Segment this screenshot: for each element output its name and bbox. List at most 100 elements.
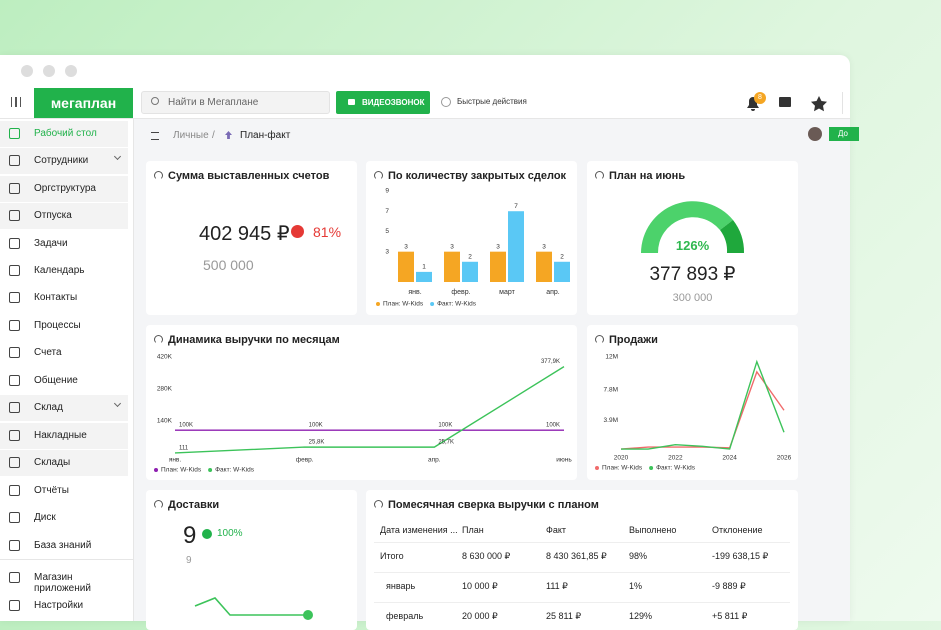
- cell: февраль: [386, 611, 424, 621]
- sidebar-label: Отпуска: [34, 210, 72, 221]
- sidebar-border: [133, 119, 134, 621]
- card-title: Продажи: [609, 334, 658, 346]
- reconciliation-card: Помесячная сверка выручки с планом Дата …: [366, 490, 798, 630]
- sidebar-label: Диск: [34, 512, 56, 523]
- percent: 81%: [313, 224, 342, 240]
- deals-card: По количеству закрытых сделок: [366, 161, 577, 315]
- sidebar-label: Счета: [34, 347, 62, 358]
- breadcrumb[interactable]: Личные: [173, 130, 209, 141]
- sidebar-item[interactable]: Накладные: [0, 423, 128, 449]
- sidebar-item[interactable]: База знаний: [0, 533, 128, 559]
- sidebar-icon: [9, 320, 20, 331]
- sidebar-label: Задачи: [34, 238, 68, 249]
- sidebar-icon: [9, 485, 20, 496]
- chat[interactable]: [779, 97, 791, 107]
- user-button[interactable]: До: [829, 127, 859, 141]
- sidebar-item[interactable]: Склад: [0, 395, 128, 421]
- sidebar-label: Склады: [34, 457, 71, 468]
- sidebar-item[interactable]: Счета: [0, 340, 128, 366]
- divider: [842, 92, 843, 114]
- sidebar-item[interactable]: Общение: [0, 368, 128, 394]
- sidebar-label: Календарь: [34, 265, 85, 276]
- sidebar-item[interactable]: Сотрудники: [0, 148, 128, 174]
- amount: 402 945 ₽: [199, 223, 290, 245]
- cell: 1%: [629, 581, 643, 591]
- avatar[interactable]: [808, 127, 822, 141]
- sidebar-label: База знаний: [34, 540, 92, 551]
- sidebar-icon: [9, 375, 20, 386]
- window-dot: [43, 65, 55, 77]
- card-title: Помесячная сверка выручки с планом: [388, 499, 599, 511]
- card-title: По количеству закрытых сделок: [388, 170, 567, 182]
- cell: январь: [386, 581, 416, 591]
- percent: 100%: [217, 528, 243, 539]
- sidebar-label: Оргструктура: [34, 183, 96, 194]
- sidebar-item[interactable]: Склады: [0, 450, 128, 476]
- breadcrumb-icon: [151, 132, 159, 140]
- sidebar-item[interactable]: Диск: [0, 505, 128, 531]
- card-title: План на июнь: [609, 170, 686, 182]
- cell: 129%: [629, 611, 653, 621]
- cell: 98%: [629, 551, 648, 561]
- sidebar-item[interactable]: Магазин приложений: [0, 565, 128, 594]
- sidebar-item[interactable]: Рабочий стол: [0, 121, 128, 147]
- sidebar-item[interactable]: Процессы: [0, 313, 128, 339]
- sidebar-label: Рабочий стол: [34, 128, 97, 139]
- card-title: Сумма выставленных счетов: [168, 170, 330, 182]
- topbar-border: [0, 118, 850, 119]
- sidebar-icon: [9, 600, 20, 611]
- sidebar-label: Склад: [34, 402, 63, 413]
- search-icon: [151, 97, 159, 105]
- cell: 25 811 ₽: [546, 611, 582, 621]
- sidebar-item[interactable]: Задачи: [0, 231, 128, 257]
- cell: 8 630 000 ₽: [462, 551, 511, 561]
- target: 300 000: [672, 292, 713, 304]
- sidebar-icon: [9, 512, 20, 523]
- video-label: ВИДЕОЗВОНОК: [362, 98, 425, 107]
- window-dot: [21, 65, 33, 77]
- down-icon: [291, 225, 304, 238]
- quick-actions[interactable]: Быстрые действия: [457, 97, 527, 106]
- sidebar-item[interactable]: Отчёты: [0, 478, 128, 504]
- menu-toggle[interactable]: [11, 97, 21, 107]
- sidebar-item[interactable]: Календарь: [0, 258, 128, 284]
- deliveries-card: Доставки 9 100% 9: [146, 490, 357, 630]
- june-card: План на июнь 126% 377 893 ₽ 300 000: [587, 161, 798, 315]
- row-divider: [374, 572, 790, 573]
- gauge-percent: 126%: [675, 238, 710, 253]
- logo[interactable]: мегаплан: [34, 88, 133, 118]
- breadcrumb-current: План-факт: [240, 130, 291, 141]
- video-button[interactable]: ВИДЕОЗВОНОК: [336, 91, 430, 114]
- sidebar-icon: [9, 238, 20, 249]
- sidebar-item[interactable]: Контакты: [0, 285, 128, 311]
- row-divider: [374, 602, 790, 603]
- sidebar-icon: [9, 572, 20, 583]
- video-icon: [348, 99, 355, 105]
- column-header: Дата изменения ...: [380, 525, 458, 535]
- search-placeholder: Найти в Мегаплане: [168, 97, 259, 108]
- sidebar-icon: [9, 210, 20, 221]
- sidebar-label: Отчёты: [34, 485, 69, 496]
- cell: -9 889 ₽: [712, 581, 746, 591]
- sidebar-icon: [9, 540, 20, 551]
- sidebar-item[interactable]: Отпуска: [0, 203, 128, 229]
- sidebar-item[interactable]: Настройки: [0, 593, 128, 619]
- quick-actions-icon: [441, 97, 451, 107]
- sidebar-icon: [9, 457, 20, 468]
- sidebar-icon: [9, 155, 20, 166]
- sidebar-item[interactable]: Оргструктура: [0, 176, 128, 202]
- sidebar-label: Общение: [34, 375, 78, 386]
- invoices-card: Сумма выставленных счетов 402 945 ₽ 81% …: [146, 161, 357, 315]
- cell: +5 811 ₽: [712, 611, 748, 621]
- notification-badge: 8: [754, 92, 766, 104]
- cell: -199 638,15 ₽: [712, 551, 769, 561]
- card-title: Динамика выручки по месяцам: [168, 334, 340, 346]
- search[interactable]: Найти в Мегаплане: [141, 91, 330, 114]
- amount: 377 893 ₽: [649, 264, 736, 285]
- chevron: [113, 399, 122, 408]
- up-icon: [202, 529, 212, 539]
- breadcrumb-icon: [225, 131, 232, 139]
- breadcrumb-sep: /: [212, 130, 215, 141]
- star[interactable]: [811, 96, 827, 112]
